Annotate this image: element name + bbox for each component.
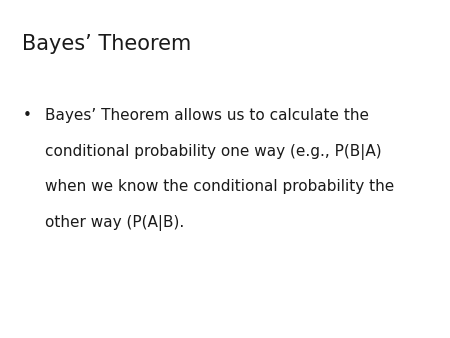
Text: when we know the conditional probability the: when we know the conditional probability… (45, 179, 394, 194)
Text: Bayes’ Theorem allows us to calculate the: Bayes’ Theorem allows us to calculate th… (45, 108, 369, 123)
Text: Bayes’ Theorem: Bayes’ Theorem (22, 34, 192, 54)
Text: conditional probability one way (e.g., P(B|A): conditional probability one way (e.g., P… (45, 144, 382, 160)
Text: •: • (22, 108, 32, 123)
Text: other way (P(A|B).: other way (P(A|B). (45, 215, 184, 231)
